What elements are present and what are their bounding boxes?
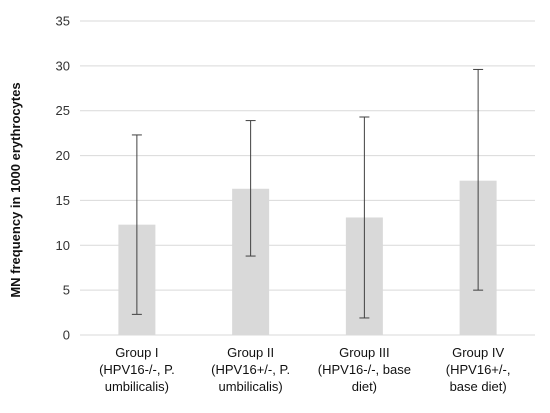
y-tick-label: 30: [56, 58, 70, 73]
x-category-label-line: (HPV16-/-, base: [318, 362, 411, 377]
y-tick-label: 20: [56, 148, 70, 163]
error-bars: [131, 68, 484, 319]
x-category-label-line: (HPV16+/-, P.: [211, 362, 290, 377]
y-tick-label: 15: [56, 193, 70, 208]
x-category-label: Group I (HPV16-/-, P. umbilicalis): [99, 345, 175, 394]
x-category-label-line: Group III: [339, 345, 390, 360]
x-category-label-line: diet): [352, 379, 377, 394]
x-category-label-line: umbilicalis): [105, 379, 169, 394]
x-category-label-line: (HPV16+/-,: [446, 362, 511, 377]
bars: [118, 180, 497, 335]
y-tick-labels: 0 5 10 15 20 25 30 35: [56, 14, 70, 343]
y-tick-label: 5: [63, 283, 70, 298]
grid-lines: [80, 20, 535, 336]
x-category-label-line: Group II: [227, 345, 274, 360]
x-category-labels: Group I (HPV16-/-, P. umbilicalis)Group II…: [99, 345, 510, 394]
y-axis-title: MN frequency in 1000 erythrocytes: [8, 82, 23, 297]
x-category-label-line: (HPV16-/-, P.: [99, 362, 175, 377]
x-category-label: Group III (HPV16-/-, base diet): [318, 345, 411, 394]
y-tick-label: 35: [56, 14, 70, 29]
x-category-label-line: Group I: [115, 345, 158, 360]
y-tick-label: 25: [56, 103, 70, 118]
y-tick-label: 10: [56, 238, 70, 253]
x-category-label-line: Group IV: [452, 345, 504, 360]
x-category-label: Group II (HPV16+/-, P. umbilicalis): [211, 345, 290, 394]
x-category-label-line: umbilicalis): [218, 379, 282, 394]
x-category-label: Group IV (HPV16+/-, base diet): [446, 345, 511, 394]
y-tick-label: 0: [63, 328, 70, 343]
x-category-label-line: base diet): [450, 379, 507, 394]
